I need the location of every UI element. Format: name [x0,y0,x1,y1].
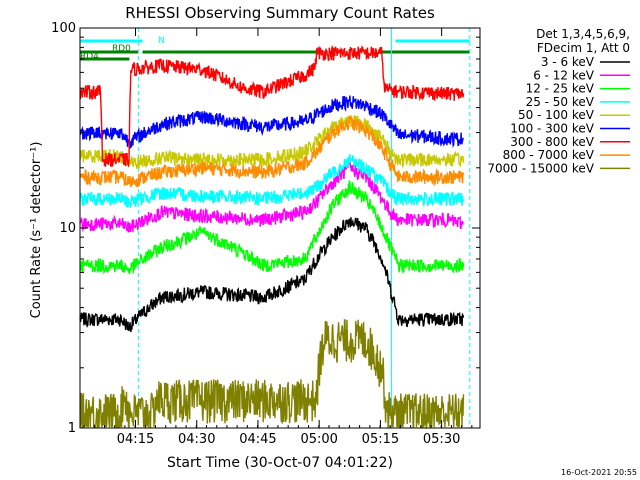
x-tick-label-3: 05:00 [300,432,337,447]
x-tick-label-5: 05:30 [423,432,460,447]
legend-label-5: 100 - 300 keV [510,122,594,136]
flag-label-N: N [158,36,165,46]
legend-label-3: 25 - 50 keV [526,95,595,109]
series-line-2 [79,179,465,275]
legend-label-8: 7000 - 15000 keV [487,161,594,175]
legend-label-6: 300 - 800 keV [510,135,594,149]
legend-label-7: 800 - 7000 keV [503,148,595,162]
footer-timestamp: 16-Oct-2021 20:55 [561,468,637,477]
legend-header-1: Det 1,3,4,5,6,9, [536,27,630,41]
flag-label-RD4: RD4 [80,52,99,62]
data-series [79,44,465,430]
legend-label-4: 50 - 100 keV [518,108,595,122]
legend-label-0: 3 - 6 keV [541,55,595,69]
series-line-0 [79,217,465,333]
series-line-7 [79,114,465,188]
y-axis-label: Count Rate (s⁻¹ detector⁻¹) [29,142,44,319]
chart-title: RHESSI Observing Summary Count Rates [125,4,435,22]
x-tick-label-0: 04:15 [117,432,154,447]
y-tick-label-2: 100 [51,21,76,36]
series-line-3 [79,154,465,208]
legend-label-1: 6 - 12 keV [533,68,595,82]
x-tick-label-4: 05:15 [362,432,399,447]
x-tick-label-2: 04:45 [239,432,276,447]
series-line-5 [79,95,465,149]
legend-header-2: FDecim 1, Att 0 [537,41,630,55]
series-line-4 [79,115,465,169]
flag-bars: RD0 RD4 N [80,36,470,62]
legend-label-2: 12 - 25 keV [526,82,595,96]
series-line-6 [79,44,465,168]
series-line-1 [79,161,464,233]
legend: Det 1,3,4,5,6,9, FDecim 1, Att 0 3 - 6 k… [487,27,630,175]
series-line-8 [79,318,465,430]
x-axis-label: Start Time (30-Oct-07 04:01:22) [167,455,393,471]
x-tick-label-1: 04:30 [178,432,215,447]
axis-ticks: 04:15 04:30 04:45 05:00 05:15 05:30 1 10 100 [51,21,480,447]
flag-label-RD0: RD0 [112,44,131,54]
y-tick-label-0: 1 [68,421,76,436]
y-tick-label-1: 10 [59,221,76,236]
